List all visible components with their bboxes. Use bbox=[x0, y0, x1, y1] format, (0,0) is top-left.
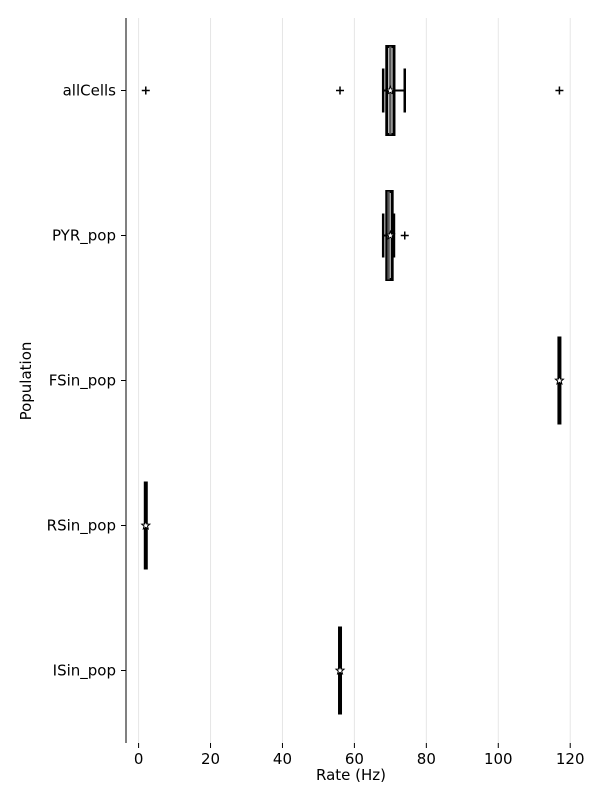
x-tick-label: 80 bbox=[417, 750, 436, 768]
mean-marker bbox=[140, 519, 152, 531]
y-tick-label: RSin_pop bbox=[47, 517, 116, 536]
mean-marker bbox=[334, 664, 346, 676]
boxes-layer bbox=[140, 45, 565, 715]
x-tick-label: 60 bbox=[345, 750, 364, 768]
mean-marker bbox=[554, 374, 565, 386]
x-tick-label: 0 bbox=[134, 750, 144, 768]
box-allCells bbox=[141, 45, 564, 136]
y-tick-label: FSin_pop bbox=[49, 372, 116, 391]
outlier-marker bbox=[555, 86, 564, 95]
x-tick-layer: 0 20 40 60 80 100 120 bbox=[134, 743, 585, 768]
box-RSin_pop bbox=[140, 481, 152, 570]
box-ISin_pop bbox=[334, 626, 346, 715]
grid-layer bbox=[138, 18, 571, 743]
x-tick-label: 100 bbox=[484, 750, 513, 768]
y-tick-label: allCells bbox=[63, 82, 117, 100]
outlier-marker bbox=[336, 86, 345, 95]
box-PYR_pop bbox=[381, 190, 409, 281]
x-tick-label: 20 bbox=[201, 750, 220, 768]
mean-marker bbox=[385, 84, 396, 96]
outlier-marker bbox=[400, 231, 409, 240]
box-FSin_pop bbox=[554, 336, 565, 425]
mean-marker bbox=[385, 229, 396, 241]
x-axis-label: Rate (Hz) bbox=[316, 766, 386, 784]
x-tick-label: 120 bbox=[556, 750, 585, 768]
y-tick-label: ISin_pop bbox=[53, 662, 116, 681]
y-tick-layer: allCells PYR_pop FSin_pop RSin_pop ISin_pop bbox=[47, 82, 126, 681]
y-axis-label: Population bbox=[17, 342, 35, 421]
x-tick-label: 40 bbox=[273, 750, 292, 768]
y-tick-label: PYR_pop bbox=[52, 227, 116, 246]
outlier-marker bbox=[141, 86, 150, 95]
